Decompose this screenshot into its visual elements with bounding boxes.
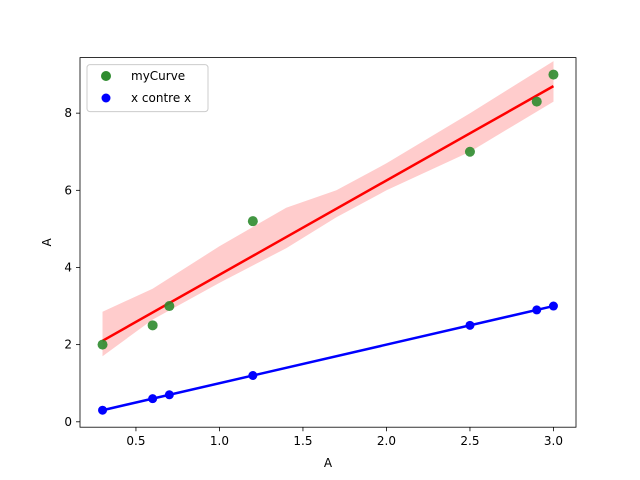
- data-point-mycurve-1: [147, 320, 158, 331]
- data-point-layer: [97, 69, 559, 415]
- legend-label-x-contre-x: x contre x: [131, 91, 191, 105]
- y-tick-label: 6: [64, 183, 72, 197]
- y-tick-label: 0: [64, 415, 72, 429]
- x-tick-label: 0.5: [126, 434, 145, 448]
- plot-frame: [79, 57, 577, 428]
- y-tick-label: 8: [64, 106, 72, 120]
- y-tick-label: 2: [64, 338, 72, 352]
- data-point-mycurve-2: [164, 301, 175, 312]
- y-axis-ticks: 0 2 4 6 8: [64, 106, 80, 429]
- x-tick-label: 3.0: [544, 434, 563, 448]
- data-point-mycurve-6: [548, 69, 559, 80]
- confidence-band-layer: [102, 61, 554, 357]
- data-point-x-contre-x-4: [465, 320, 475, 330]
- data-point-x-contre-x-3: [248, 371, 258, 381]
- x-tick-label: 2.0: [377, 434, 396, 448]
- data-point-x-contre-x-1: [148, 394, 158, 404]
- x-axis-ticks: 0.5 1.0 1.5 2.0 2.5 3.0: [126, 427, 563, 448]
- data-point-x-contre-x-5: [532, 305, 542, 315]
- data-point-x-contre-x-6: [548, 301, 558, 311]
- x-tick-label: 1.5: [293, 434, 312, 448]
- data-point-mycurve-4: [464, 146, 475, 157]
- x-axis-label: A: [324, 456, 333, 470]
- legend: myCurve x contre x: [86, 64, 209, 113]
- data-point-x-contre-x-0: [98, 405, 108, 415]
- legend-label-mycurve: myCurve: [131, 69, 185, 83]
- confidence-band-mycurve: [102, 61, 554, 357]
- legend-marker-mycurve: [101, 71, 111, 81]
- data-point-x-contre-x-2: [164, 390, 174, 400]
- x-tick-label: 1.0: [210, 434, 229, 448]
- data-point-mycurve-3: [247, 216, 258, 227]
- x-tick-label: 2.5: [460, 434, 479, 448]
- fit-line-x-contre-x: [102, 304, 554, 412]
- fit-line-mycurve: [101, 85, 555, 342]
- data-point-mycurve-5: [531, 96, 542, 107]
- legend-marker-x-contre-x: [101, 93, 111, 103]
- fit-line-layer: [101, 85, 555, 412]
- y-tick-label: 4: [64, 260, 72, 274]
- data-point-mycurve-0: [97, 339, 108, 350]
- y-axis-label: A: [40, 238, 54, 247]
- legend-frame: [86, 64, 209, 113]
